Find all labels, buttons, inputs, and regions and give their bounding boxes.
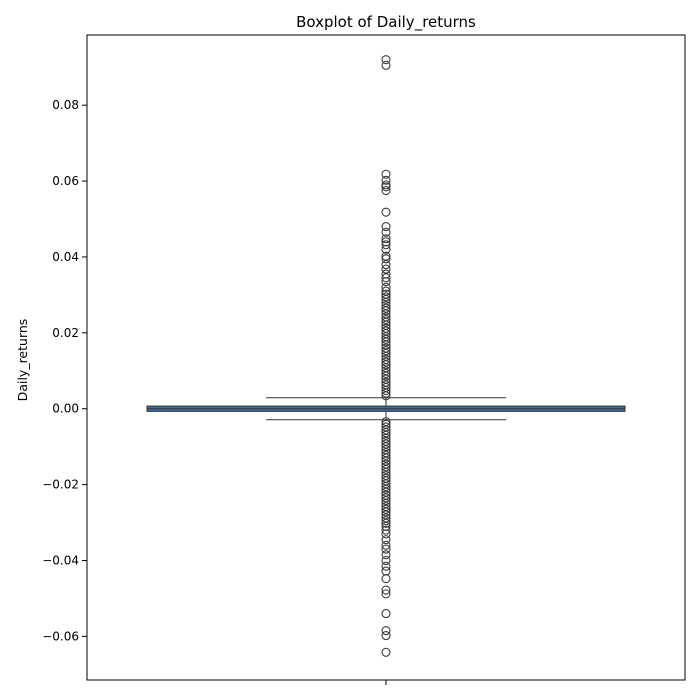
outlier-point	[381, 550, 391, 560]
outlier-point	[381, 222, 391, 232]
outlier-point	[381, 493, 391, 503]
outlier-point	[381, 315, 391, 325]
outlier-point	[381, 388, 391, 398]
outlier-point	[381, 334, 391, 344]
plot-content	[146, 55, 626, 657]
outlier-point	[381, 507, 391, 517]
outlier-point	[381, 360, 391, 370]
outlier-point	[381, 277, 391, 287]
outlier-point	[381, 282, 391, 292]
outlier-point	[381, 574, 391, 584]
outlier-point	[381, 561, 391, 571]
outlier-point	[381, 357, 391, 367]
outlier-point	[381, 535, 391, 545]
y-tick-label: 0.08	[52, 98, 79, 112]
outlier-point	[381, 169, 391, 179]
outlier-point	[381, 371, 391, 381]
y-tick-label: −0.04	[42, 553, 79, 567]
outlier-point	[381, 55, 391, 65]
outlier-point	[381, 484, 391, 494]
outlier-point	[381, 631, 391, 641]
outlier-point	[381, 609, 391, 619]
outlier-point	[381, 462, 391, 472]
outlier-point	[381, 544, 391, 554]
y-axis-label: Daily_returns	[15, 319, 30, 402]
outlier-point	[381, 529, 391, 539]
outlier-point	[381, 450, 391, 460]
outlier-point	[381, 207, 391, 217]
outlier-point	[381, 589, 391, 599]
outlier-point	[381, 453, 391, 463]
outlier-point	[381, 391, 391, 401]
outlier-point	[381, 292, 391, 302]
y-tick-label: 0.04	[52, 250, 79, 264]
outlier-point	[381, 504, 391, 514]
outlier-point	[381, 317, 391, 327]
outlier-point	[381, 626, 391, 636]
outlier-point	[381, 264, 391, 274]
outlier-point	[381, 186, 391, 196]
outlier-point	[381, 337, 391, 347]
outlier-point	[381, 585, 391, 595]
outlier-point	[381, 566, 391, 576]
outlier-point	[381, 346, 391, 356]
outlier-point	[381, 348, 391, 358]
outlier-point	[381, 60, 391, 70]
outlier-point	[381, 306, 391, 316]
outlier-point	[381, 540, 391, 550]
y-tick-label: −0.02	[42, 478, 79, 492]
outlier-point	[381, 254, 391, 264]
y-tick-label: 0.00	[52, 402, 79, 416]
outlier-point	[381, 430, 391, 440]
outlier-point	[381, 368, 391, 378]
outlier-point	[381, 518, 391, 528]
outlier-point	[381, 259, 391, 270]
outlier-point	[381, 385, 391, 396]
outlier-point	[381, 495, 391, 506]
outlier-point	[381, 481, 391, 492]
outlier-point	[381, 240, 391, 250]
chart-title: Boxplot of Daily_returns	[296, 13, 476, 32]
outlier-point	[381, 244, 391, 254]
outlier-point	[381, 273, 391, 283]
y-tick-label: 0.06	[52, 174, 79, 188]
outlier-point	[381, 227, 391, 237]
y-axis: −0.06 −0.04 −0.02 0.00 0.02 0.04 0.06 0.08	[42, 98, 87, 643]
outlier-point	[381, 175, 391, 185]
y-tick-label: −0.06	[42, 629, 79, 643]
y-tick-label: 0.02	[52, 326, 79, 340]
outlier-point	[381, 555, 391, 566]
outlier-point	[381, 525, 391, 535]
outlier-point	[381, 516, 391, 526]
outlier-point	[381, 647, 391, 657]
outlier-point	[381, 439, 391, 449]
outlier-point	[381, 182, 391, 192]
outlier-point	[381, 442, 391, 452]
outlier-point	[381, 464, 391, 474]
outlier-point	[381, 428, 391, 438]
outlier-point	[381, 294, 391, 305]
outlier-point	[381, 303, 391, 313]
outlier-point	[381, 234, 391, 244]
